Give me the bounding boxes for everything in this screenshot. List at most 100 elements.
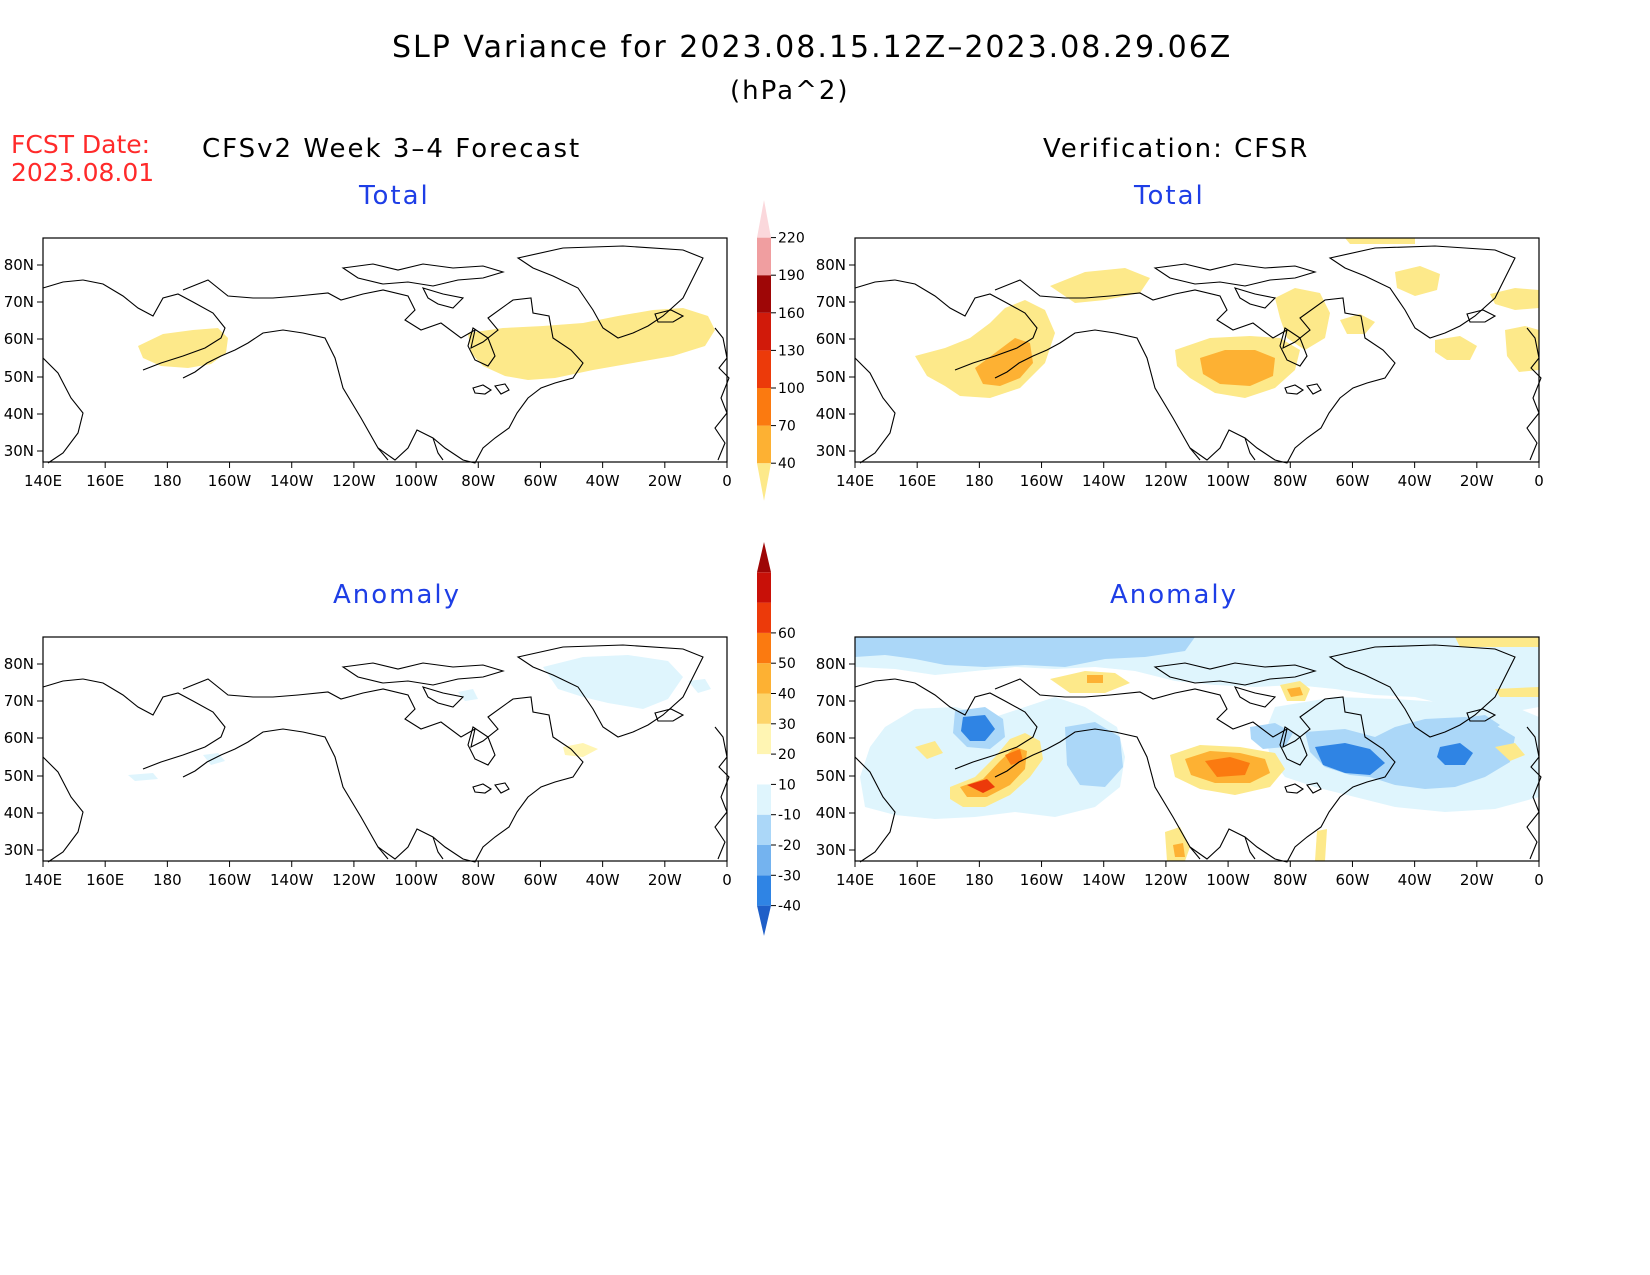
lon-tick-label: 100W bbox=[394, 871, 438, 889]
figure-title: SLP Variance for 2023.08.15.12Z–2023.08.… bbox=[392, 30, 1233, 65]
lon-tick-label: 0 bbox=[722, 472, 732, 490]
colorbar-swatch bbox=[757, 388, 771, 426]
lon-axis-verification-anomaly: 140E 160E 180 160W 140W 120W 100W 80W 60W 40W 20W 0 bbox=[836, 861, 1544, 889]
lon-tick-label: 100W bbox=[1206, 472, 1250, 490]
forecast-header: CFSv2 Week 3–4 Forecast bbox=[202, 134, 582, 164]
lon-tick-label: 140W bbox=[270, 871, 314, 889]
colorbar-label: 40 bbox=[778, 456, 796, 472]
colorbar-swatch bbox=[757, 723, 771, 755]
lon-tick-label: 80W bbox=[1273, 871, 1307, 889]
lon-axis-forecast-anomaly: 140E 160E 180 160W 140W 120W 100W 80W 60W 40W 20W 0 bbox=[24, 861, 732, 889]
lon-tick-label: 140E bbox=[24, 472, 62, 490]
lat-tick-label: 60N bbox=[4, 330, 34, 348]
lon-tick-label: 0 bbox=[1534, 871, 1544, 889]
colorbar-swatch bbox=[757, 784, 771, 815]
lon-tick-label: 180 bbox=[153, 472, 182, 490]
lon-tick-label: 160E bbox=[86, 871, 124, 889]
colorbar-label: 10 bbox=[778, 777, 796, 793]
units-label: (hPa^2) bbox=[730, 76, 850, 106]
lat-tick-label: 70N bbox=[816, 692, 846, 710]
lat-tick-label: 50N bbox=[4, 368, 34, 386]
colorbar-swatch bbox=[757, 602, 771, 633]
fill-verification-anomaly bbox=[855, 637, 1539, 861]
lon-tick-label: 140E bbox=[24, 871, 62, 889]
lon-tick-label: 160W bbox=[208, 871, 252, 889]
lat-axis-forecast-total: 80N 70N 60N 50N 40N 30N bbox=[4, 256, 43, 460]
lon-tick-label: 180 bbox=[153, 871, 182, 889]
colorbar-label: -30 bbox=[778, 868, 801, 884]
lat-tick-label: 30N bbox=[4, 841, 34, 859]
colorbar-swatch bbox=[757, 425, 771, 464]
colorbar-label: 20 bbox=[778, 747, 796, 763]
lat-tick-label: 40N bbox=[816, 804, 846, 822]
lon-tick-label: 180 bbox=[965, 871, 994, 889]
lon-tick-label: 0 bbox=[722, 871, 732, 889]
lon-tick-label: 160W bbox=[1020, 472, 1064, 490]
lon-tick-label: 160E bbox=[898, 871, 936, 889]
lat-axis-forecast-anomaly: 80N 70N 60N 50N 40N 30N bbox=[4, 655, 43, 859]
colorbar-label: 190 bbox=[778, 268, 805, 284]
lon-axis-forecast-total: 140E 160E 180 160W 140W 120W 100W 80W 60W 40W 20W 0 bbox=[24, 462, 732, 490]
lon-tick-label: 160W bbox=[208, 472, 252, 490]
lon-tick-label: 140E bbox=[836, 472, 874, 490]
colorbar-label: 220 bbox=[778, 231, 805, 247]
colorbar-label: 70 bbox=[778, 419, 796, 435]
lon-tick-label: 120W bbox=[1144, 871, 1188, 889]
lat-tick-label: 30N bbox=[4, 442, 34, 460]
lon-tick-label: 160E bbox=[86, 472, 124, 490]
lat-tick-label: 80N bbox=[4, 655, 34, 673]
colorbar-swatch bbox=[757, 463, 771, 501]
lon-tick-label: 60W bbox=[1335, 472, 1369, 490]
lat-tick-label: 40N bbox=[816, 405, 846, 423]
map-verification-anomaly: 80N 70N 60N 50N 40N 30N 140E 160E 180 160W 140W 12… bbox=[816, 636, 1544, 889]
lat-tick-label: 70N bbox=[4, 692, 34, 710]
lon-tick-label: 120W bbox=[332, 472, 376, 490]
colorbar-swatch bbox=[757, 754, 771, 785]
colorbar-swatch bbox=[757, 693, 771, 724]
lat-axis-verification-anomaly: 80N 70N 60N 50N 40N 30N bbox=[816, 655, 855, 859]
colorbar-label: 160 bbox=[778, 306, 805, 322]
fill-forecast-anomaly bbox=[128, 655, 711, 781]
verification-header: Verification: CFSR bbox=[1043, 134, 1310, 164]
colorbar-swatch bbox=[757, 275, 771, 313]
lon-tick-label: 20W bbox=[648, 871, 682, 889]
lat-tick-label: 60N bbox=[816, 330, 846, 348]
panel-title-top-right: Total bbox=[1134, 181, 1205, 211]
lon-tick-label: 100W bbox=[394, 472, 438, 490]
lat-tick-label: 70N bbox=[4, 293, 34, 311]
lon-tick-label: 140W bbox=[1082, 871, 1126, 889]
lat-tick-label: 40N bbox=[4, 405, 34, 423]
colorbar-total: 40 70 100 130 160 190 220 bbox=[757, 200, 805, 501]
lat-tick-label: 60N bbox=[816, 729, 846, 747]
panel-title-bottom-left: Anomaly bbox=[333, 580, 462, 610]
lat-tick-label: 80N bbox=[816, 256, 846, 274]
fill-verification-total bbox=[915, 238, 1539, 398]
lon-tick-label: 120W bbox=[1144, 472, 1188, 490]
colorbar-label: 40 bbox=[778, 687, 796, 703]
lon-tick-label: 40W bbox=[586, 472, 620, 490]
lat-tick-label: 40N bbox=[4, 804, 34, 822]
fcst-date-label: FCST Date: bbox=[11, 130, 151, 159]
lon-tick-label: 140E bbox=[836, 871, 874, 889]
colorbar-swatch bbox=[757, 200, 771, 238]
lon-tick-label: 100W bbox=[1206, 871, 1250, 889]
colorbar-swatch bbox=[757, 572, 771, 603]
lon-tick-label: 140W bbox=[1082, 472, 1126, 490]
lat-tick-label: 70N bbox=[816, 293, 846, 311]
lon-tick-label: 40W bbox=[1398, 871, 1432, 889]
lon-tick-label: 80W bbox=[461, 472, 495, 490]
lat-tick-label: 50N bbox=[816, 368, 846, 386]
lon-tick-label: 40W bbox=[586, 871, 620, 889]
panel-title-top-left: Total bbox=[359, 181, 430, 211]
lon-tick-label: 160W bbox=[1020, 871, 1064, 889]
colorbar-swatch bbox=[757, 845, 771, 876]
colorbar-label: 100 bbox=[778, 381, 805, 397]
lon-tick-label: 60W bbox=[1335, 871, 1369, 889]
lat-tick-label: 50N bbox=[4, 767, 34, 785]
lon-tick-label: 0 bbox=[1534, 472, 1544, 490]
colorbar-swatch bbox=[757, 905, 771, 936]
lon-tick-label: 80W bbox=[461, 871, 495, 889]
lat-tick-label: 80N bbox=[4, 256, 34, 274]
colorbar-swatch bbox=[757, 312, 771, 351]
fcst-date-value: 2023.08.01 bbox=[11, 158, 155, 187]
